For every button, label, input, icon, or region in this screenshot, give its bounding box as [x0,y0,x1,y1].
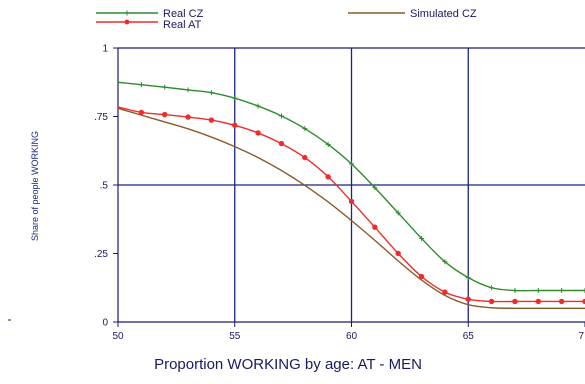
legend-item-real-at: Real AT [96,19,202,31]
point-real-cz-58 [302,126,308,132]
legend-marker [124,19,130,25]
x-tick-label-4: 7 [578,331,584,342]
point-real-at-51 [138,109,145,116]
series-real-cz [117,81,585,293]
point-real-at-58 [302,154,308,161]
point-real-at-63 [418,273,425,280]
point-real-at-67 [512,298,518,305]
y-tick-label-2: .5 [100,181,109,192]
series-real-at [117,106,585,305]
point-real-at-57 [278,140,285,147]
point-real-at-53 [185,114,191,120]
x-axis: 50 55 60 65 7 [112,322,585,342]
point-real-at-54 [208,117,215,123]
point-real-cz-69 [559,287,565,293]
point-real-at-52 [162,111,168,118]
legend-label-real-cz: Real CZ [163,8,204,20]
point-real-at-69 [558,298,565,305]
point-real-at-64 [442,289,448,295]
y-axis: 0 .25 .5 .75 1 [94,44,118,329]
point-real-cz-56 [255,103,261,109]
point-real-at-60 [348,198,355,205]
point-real-at-62 [395,250,401,257]
point-real-cz-63 [419,235,425,241]
point-real-cz-60 [349,161,354,167]
point-real-cz-55 [232,95,238,101]
point-real-at-68 [535,298,541,305]
y-tick-label-1: .25 [94,249,108,260]
point-real-cz-61 [372,185,378,191]
point-real-cz-70 [582,287,585,293]
point-real-cz-57 [278,113,284,119]
y-tick-label-0: 0 [102,318,108,329]
legend-item-real-cz: Real CZ [96,8,204,20]
point-real-cz-51 [138,82,144,88]
point-real-at-61 [372,224,378,230]
point-real-at-65 [465,296,471,302]
x-tick-label-2: 60 [346,331,358,342]
point-real-cz-54 [208,90,214,96]
point-real-cz-67 [512,287,518,293]
x-tick-label-0: 50 [112,331,124,342]
point-real-cz-64 [442,259,448,265]
point-real-cz-53 [185,87,191,93]
x-tick-label-1: 55 [229,331,241,342]
point-real-cz-68 [535,287,541,293]
x-axis-label: Proportion WORKING by age: AT - MEN [154,356,422,373]
point-real-cz-62 [395,210,401,216]
x-tick-label-3: 65 [463,331,475,342]
y-tick-label-4: 1 [102,44,108,55]
legend-label-simulated-cz: Simulated CZ [410,8,477,20]
point-real-cz-59 [325,141,331,147]
point-real-cz-66 [489,285,495,291]
legend-label-real-at: Real AT [163,19,202,31]
series-layer [117,81,585,310]
line-simulated-cz [117,107,585,310]
series-simulated-cz [117,107,585,310]
y-tick-label-3: .75 [94,112,108,123]
point-real-at-55 [232,122,238,128]
legend-item-simulated-cz: Simulated CZ [348,8,477,20]
grid [118,48,585,322]
point-real-cz-65 [465,275,471,281]
y-axis-label: Share of people WORKING [30,131,40,241]
point-real-at-66 [488,298,495,305]
point-real-at-59 [325,174,331,180]
point-real-at-56 [255,130,261,136]
point-real-cz-52 [162,84,168,90]
